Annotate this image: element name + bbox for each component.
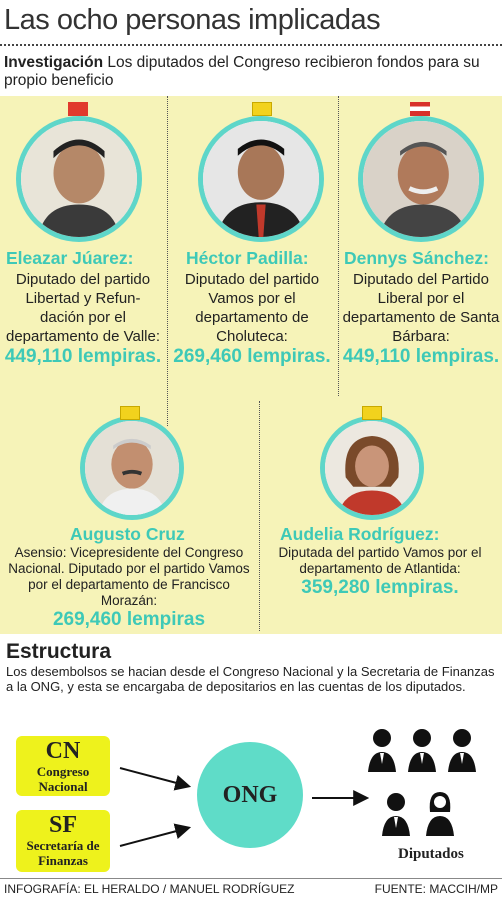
person-name: Héctor Padilla: [186,248,309,268]
person-amount: 269,460 lempiras [52,609,206,630]
person-description: Diputada del partido Vamos por el depart… [266,545,494,599]
arrow-cn-ong [119,767,192,791]
person-icon [363,121,479,237]
deputy-icon [408,729,436,772]
intro-text: Los diputados del Congreso recibieron fo… [4,54,480,89]
separator-line [338,96,339,396]
person-amount: 269,460 lempiras. [173,346,331,367]
intro-paragraph: Investigación Los diputados del Congreso… [4,54,498,90]
libre-flag-icon [68,102,88,116]
person-icon [203,121,319,237]
footer-divider [0,878,502,879]
person-description: Diputado del partido Vamos por el depart… [172,270,332,368]
person-icon [21,121,137,237]
sf-full: Secretaría de Finanzas [26,838,100,868]
cn-box: CN Congreso Nacional [16,736,110,796]
flow-arrows [119,729,476,847]
portrait-hector [198,116,324,242]
cn-abbr: CN [45,738,81,764]
sf-abbr: SF [48,812,77,838]
deputy-icon [382,793,410,836]
deputy-icon [448,729,476,772]
person-description-text: Diputada del partido Vamos por el depart… [278,545,482,576]
person-icon [325,421,419,515]
source-text: FUENTE: MACCIH/MP [374,882,498,896]
liberal-flag-icon [410,102,430,116]
arrow-sf-ong [119,823,192,847]
deputy-woman-icon [426,792,454,836]
portrait-eleazar [16,116,142,242]
person-description-text: Asensio: Vicepresidente del Congreso Nac… [8,545,250,608]
person-description: Asensio: Vicepresidente del Congreso Nac… [2,545,256,631]
vamos-flag-icon [362,406,382,420]
ong-node: ONG [197,742,303,848]
diputados-label: Diputados [398,846,464,862]
person-name: Audelia Rodríguez: [280,524,440,544]
person-amount: 359,280 lempiras. [301,577,459,598]
deputy-icon [368,729,396,772]
portrait-audelia [320,416,424,520]
people-panel: Eleazar Júarez: Diputado del partido Lib… [0,96,502,634]
person-description: Diputado del partido Libertad y Refun-da… [4,270,162,368]
cn-full: Congreso Nacional [36,764,90,794]
vamos-flag-icon [252,102,272,116]
person-description-text: Diputado del Partido Liberal por el depa… [342,271,500,345]
separator-line [259,401,260,631]
person-icon [85,421,179,515]
person-description-text: Diputado del partido Libertad y Refun-da… [6,271,160,345]
person-description: Diputado del Partido Liberal por el depa… [342,270,500,368]
page-title: Las ocho personas implicadas [4,4,381,36]
estructura-text: Los desembolsos se hacian desde el Congr… [6,664,495,694]
person-amount: 449,110 lempiras. [4,346,162,367]
intro-label: Investigación [4,54,104,71]
vamos-flag-icon [120,406,140,420]
separator-line [167,96,168,426]
portrait-dennys [358,116,484,242]
portrait-augusto [80,416,184,520]
sf-box: SF Secretaría de Finanzas [16,810,110,872]
credit-text: INFOGRAFÍA: EL HERALDO / MANUEL RODRÍGUE… [4,882,295,896]
title-divider [0,44,502,46]
estructura-heading: Estructura [6,640,112,663]
person-name: Dennys Sánchez: [344,248,489,268]
person-name: Eleazar Júarez: [6,248,134,268]
person-description-text: Diputado del partido Vamos por el depart… [184,271,320,345]
person-name: Augusto Cruz [70,524,185,544]
person-amount: 449,110 lempiras. [342,346,500,367]
